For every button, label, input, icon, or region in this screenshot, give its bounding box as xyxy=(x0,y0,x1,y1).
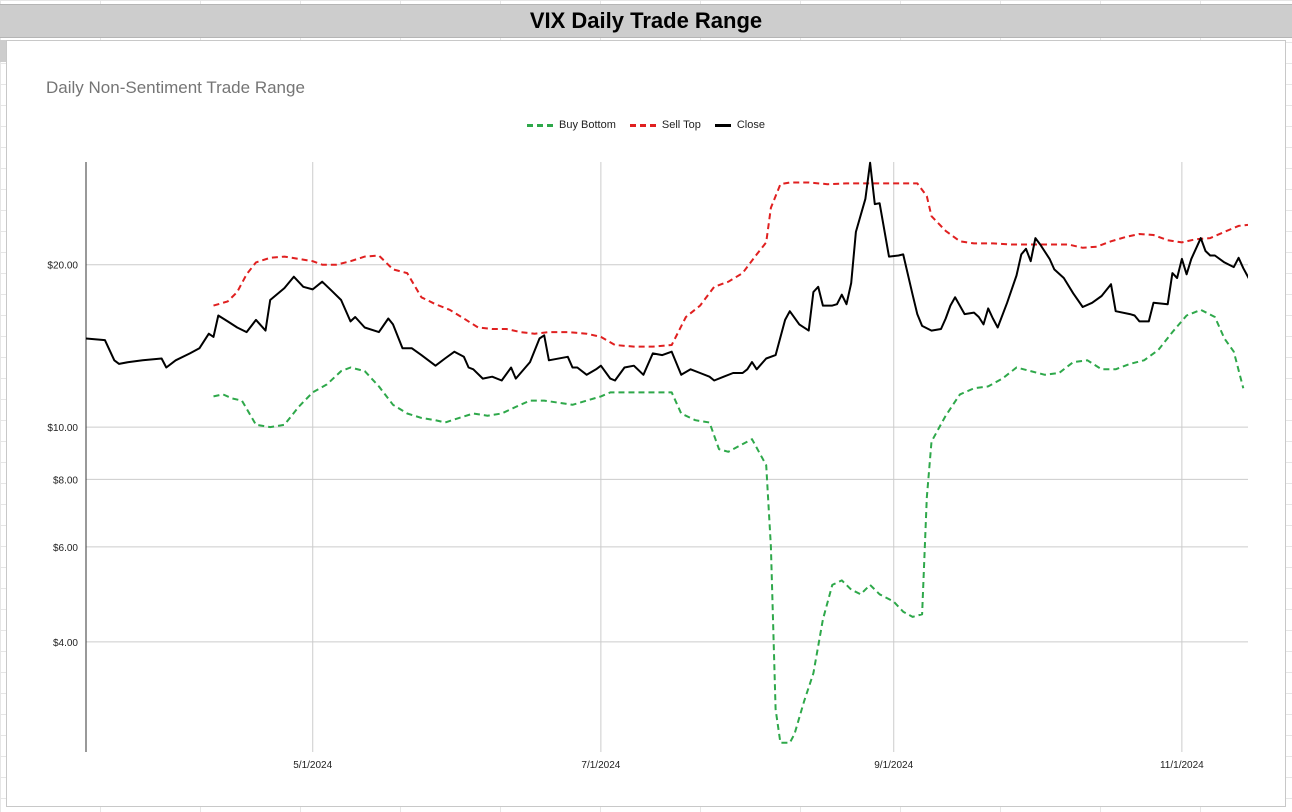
chart-title-bar: VIX Daily Trade Range xyxy=(0,4,1292,38)
legend-label-close: Close xyxy=(736,119,765,131)
chart-title: VIX Daily Trade Range xyxy=(529,8,763,33)
series-line-buy-bottom xyxy=(213,308,1245,744)
legend-item-close[interactable]: Close xyxy=(714,119,765,131)
y-tick-label: $20.00 xyxy=(47,261,78,272)
x-tick-label: 5/1/2024 xyxy=(293,760,332,771)
y-tick-label: $4.00 xyxy=(53,638,78,649)
x-tick-label: 9/1/2024 xyxy=(874,760,913,771)
legend-item-buy-bottom[interactable]: Buy Bottom xyxy=(527,119,616,131)
legend-swatch-close xyxy=(714,123,731,127)
legend-label-buy-bottom: Buy Bottom xyxy=(559,119,616,131)
legend-swatch-buy-bottom xyxy=(527,123,554,127)
y-tick-label: $6.00 xyxy=(53,543,78,554)
series-line-close xyxy=(86,161,1248,382)
x-tick-label: 7/1/2024 xyxy=(581,760,620,771)
y-tick-label: $10.00 xyxy=(47,423,78,434)
legend-label-sell-top: Sell Top xyxy=(661,119,701,131)
legend-item-sell-top[interactable]: Sell Top xyxy=(629,119,701,131)
y-tick-label: $8.00 xyxy=(53,475,78,486)
x-tick-label: 11/1/2024 xyxy=(1160,760,1204,771)
legend: Buy Bottom Sell Top Close xyxy=(0,119,1292,131)
sheet-edge xyxy=(0,40,6,62)
chart-subtitle: Daily Non-Sentiment Trade Range xyxy=(46,78,305,97)
chart-frame[interactable] xyxy=(6,40,1286,807)
legend-swatch-sell-top xyxy=(629,123,656,127)
series-line-sell-top xyxy=(213,181,1248,348)
